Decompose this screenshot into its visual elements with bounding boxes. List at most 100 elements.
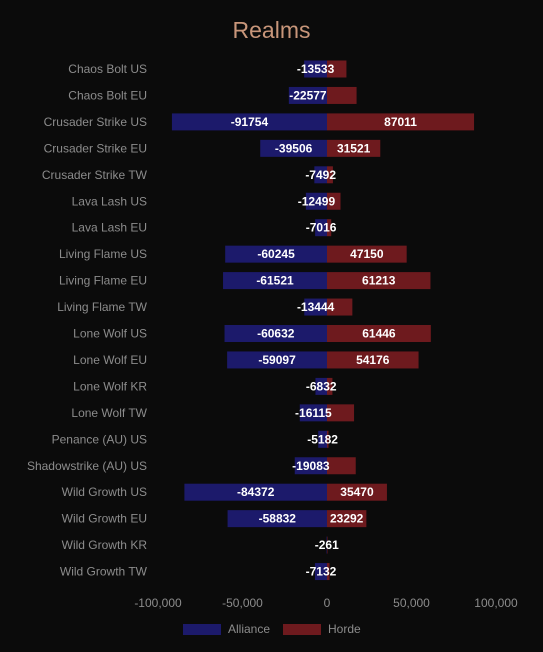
horde-bar[interactable] xyxy=(327,430,329,448)
horde-value-label: 61213 xyxy=(362,274,396,288)
category-label: Living Flame EU xyxy=(59,274,147,288)
horde-bar[interactable] xyxy=(327,325,431,342)
category-label: Wild Growth KR xyxy=(62,538,148,552)
alliance-bar[interactable] xyxy=(315,219,327,237)
alliance-value-label: -16115 xyxy=(295,406,332,420)
alliance-bar[interactable] xyxy=(225,245,327,263)
category-label: Living Flame US xyxy=(59,247,147,261)
horde-bar[interactable] xyxy=(327,536,328,554)
alliance-value-label: -7016 xyxy=(306,221,337,235)
horde-value-label: 23292 xyxy=(330,512,364,526)
horde-bar[interactable] xyxy=(327,166,333,184)
legend-swatch[interactable] xyxy=(283,624,321,635)
horde-bar[interactable] xyxy=(327,245,407,263)
category-label: Wild Growth TW xyxy=(60,565,148,579)
category-label: Shadowstrike (AU) US xyxy=(27,459,147,473)
horde-bar[interactable] xyxy=(327,113,475,131)
category-label: Lone Wolf TW xyxy=(71,406,147,420)
legend-swatch[interactable] xyxy=(183,624,221,635)
alliance-value-label: -5182 xyxy=(307,432,338,446)
alliance-bar[interactable] xyxy=(227,510,327,528)
horde-bar[interactable] xyxy=(327,272,431,290)
alliance-value-label: -59097 xyxy=(258,353,296,367)
category-label: Living Flame TW xyxy=(57,300,147,314)
alliance-bar[interactable] xyxy=(304,298,327,316)
category-label: Crusader Strike US xyxy=(44,115,147,129)
horde-bar[interactable] xyxy=(327,351,419,369)
alliance-bar[interactable] xyxy=(315,377,327,395)
horde-bar[interactable] xyxy=(327,86,357,104)
x-tick-label: 100,000 xyxy=(474,596,518,610)
x-tick-label: 50,000 xyxy=(393,596,430,610)
horde-value-label: 31521 xyxy=(337,141,371,155)
horde-bar[interactable] xyxy=(327,483,387,501)
horde-bar[interactable] xyxy=(327,192,341,210)
alliance-value-label: -91754 xyxy=(231,115,269,129)
alliance-bar[interactable] xyxy=(260,139,327,157)
alliance-bar[interactable] xyxy=(227,351,327,369)
category-label: Lone Wolf US xyxy=(73,327,147,341)
category-label: Penance (AU) US xyxy=(52,432,147,446)
alliance-value-label: -13533 xyxy=(297,62,335,76)
alliance-bar[interactable] xyxy=(171,113,327,131)
alliance-value-label: -60632 xyxy=(257,327,295,341)
horde-bar[interactable] xyxy=(327,457,356,475)
alliance-value-label: -7132 xyxy=(306,565,337,579)
category-label: Chaos Bolt US xyxy=(68,62,147,76)
alliance-bar[interactable] xyxy=(288,86,327,104)
alliance-value-label: -13444 xyxy=(297,300,335,314)
horde-bar[interactable] xyxy=(327,377,333,395)
alliance-value-label: -7492 xyxy=(305,168,336,182)
alliance-bar[interactable] xyxy=(223,272,327,290)
alliance-bar[interactable] xyxy=(304,60,327,78)
x-axis: -100,000 -50,000 0 50,000 100,000 xyxy=(134,596,518,610)
legend-label[interactable]: Horde xyxy=(328,622,361,636)
category-label: Chaos Bolt EU xyxy=(68,88,147,102)
category-label: Lone Wolf KR xyxy=(73,379,147,393)
alliance-value-label: -60245 xyxy=(257,247,295,261)
alliance-bar[interactable] xyxy=(224,325,327,342)
alliance-value-label: -19083 xyxy=(292,459,330,473)
labels-layer: Chaos Bolt US -13533 Chaos Bolt EU -22577 Cr… xyxy=(27,62,417,579)
legend-label[interactable]: Alliance xyxy=(228,622,270,636)
horde-bar[interactable] xyxy=(327,510,367,528)
category-label: Wild Growth EU xyxy=(62,512,147,526)
bars-layer xyxy=(171,60,475,581)
alliance-bar[interactable] xyxy=(314,166,327,184)
alliance-value-label: -261 xyxy=(315,538,339,552)
alliance-bar[interactable] xyxy=(314,563,327,581)
alliance-bar[interactable] xyxy=(184,483,327,501)
horde-value-label: 61446 xyxy=(362,327,396,341)
category-label: Wild Growth US xyxy=(62,485,147,499)
alliance-value-label: -6832 xyxy=(306,379,337,393)
alliance-bar[interactable] xyxy=(305,192,327,210)
alliance-value-label: -22577 xyxy=(289,88,327,102)
category-label: Crusader Strike TW xyxy=(42,168,148,182)
horde-bar[interactable] xyxy=(327,60,347,78)
category-label: Crusader Strike EU xyxy=(44,141,147,155)
horde-bar[interactable] xyxy=(327,298,353,316)
horde-value-label: 47150 xyxy=(350,247,384,261)
horde-value-label: 87011 xyxy=(384,115,417,129)
horde-value-label: 35470 xyxy=(340,485,374,499)
x-tick-label: -100,000 xyxy=(134,596,182,610)
alliance-bar[interactable] xyxy=(299,404,327,422)
horde-bar[interactable] xyxy=(327,219,332,237)
x-tick-label: -50,000 xyxy=(222,596,263,610)
alliance-bar[interactable] xyxy=(318,430,327,448)
category-label: Lava Lash US xyxy=(72,194,147,208)
horde-bar[interactable] xyxy=(327,563,330,581)
category-label: Lone Wolf EU xyxy=(73,353,147,367)
alliance-value-label: -84372 xyxy=(237,485,275,499)
alliance-value-label: -58832 xyxy=(259,512,297,526)
alliance-value-label: -61521 xyxy=(256,274,294,288)
alliance-value-label: -39506 xyxy=(275,141,313,155)
alliance-bar[interactable] xyxy=(294,457,327,475)
horde-bar[interactable] xyxy=(327,139,381,157)
horde-bar[interactable] xyxy=(327,404,355,422)
x-tick-label: 0 xyxy=(324,596,331,610)
chart-title: Realms xyxy=(233,17,311,43)
legend[interactable]: Alliance Horde xyxy=(183,622,361,636)
alliance-value-label: -12499 xyxy=(298,194,336,208)
